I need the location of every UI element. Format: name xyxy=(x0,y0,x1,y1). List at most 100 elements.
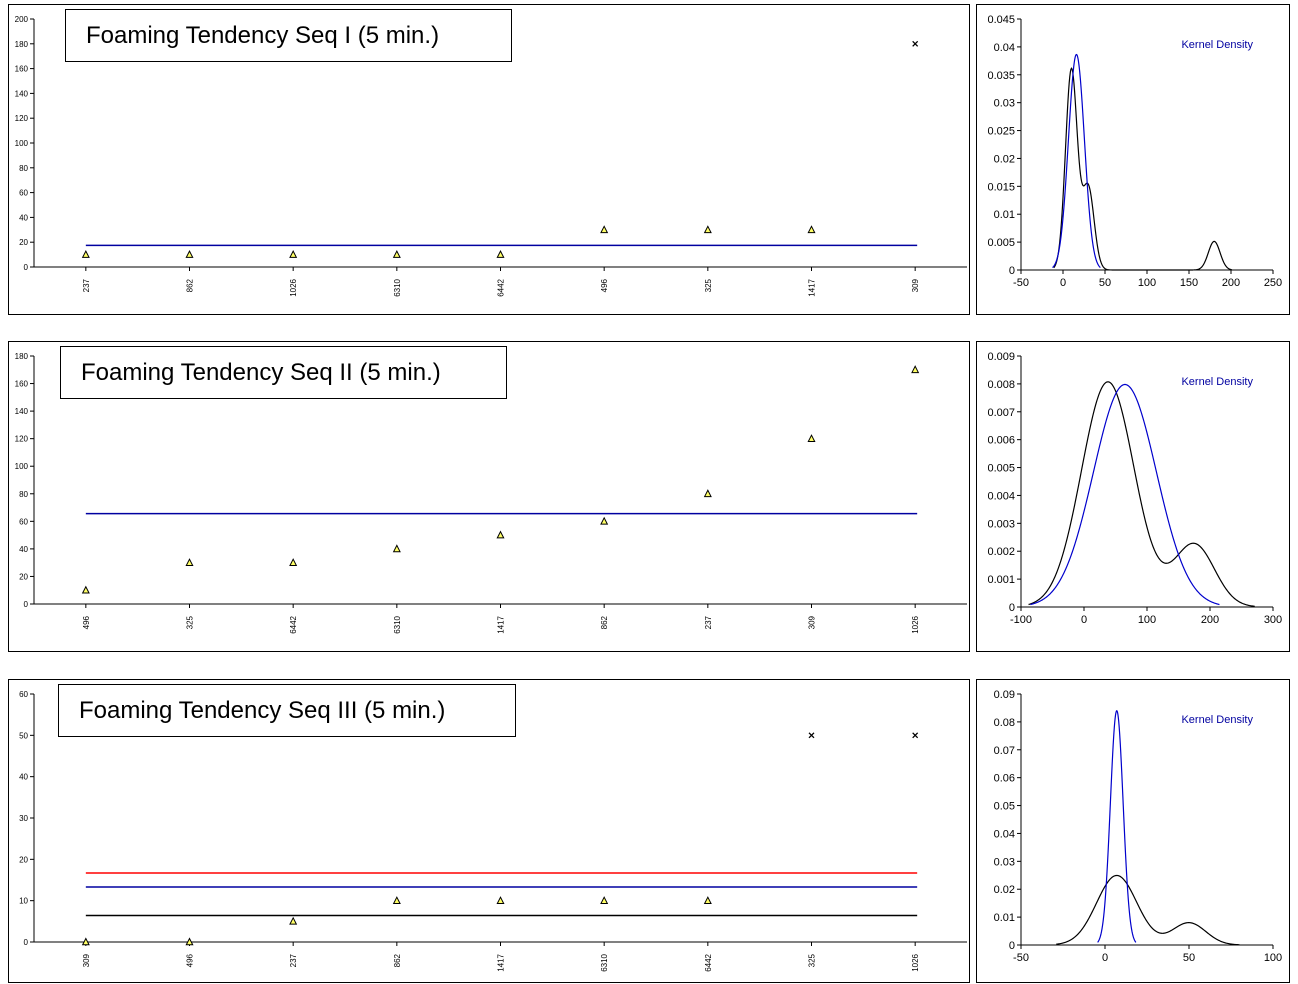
density-curve xyxy=(1028,381,1255,607)
x-tick-label: 6310 xyxy=(393,615,402,633)
x-tick-label: 1417 xyxy=(497,953,506,971)
x-tick-label: -50 xyxy=(1013,277,1029,289)
y-tick-label: 0.006 xyxy=(987,435,1015,447)
x-tick-label: 325 xyxy=(808,953,817,967)
y-tick-label: 100 xyxy=(15,139,29,148)
legend-label: Kernel Density xyxy=(1181,376,1253,388)
y-tick-label: 40 xyxy=(19,545,28,554)
density-panel-seq-3: 0 0.01 0.02 0.03 0.04 0.05 0.06 0.07 0.08 0.09 -50… xyxy=(976,679,1290,983)
scatter-panel-seq-3: 0 10 20 30 40 50 60 309 496 237 862 1417 6310 6442 325… xyxy=(8,679,970,983)
y-tick-label: 0.07 xyxy=(994,745,1015,757)
x-tick-label: 496 xyxy=(82,615,91,629)
data-point-triangle xyxy=(807,434,816,442)
y-tick-label: 0.06 xyxy=(994,773,1015,785)
y-tick-label: 0.09 xyxy=(994,689,1015,701)
scatter-chart-seq-2: 0 20 40 60 80 100 120 140 160 180 496 325 6442 6310 14… xyxy=(15,352,967,634)
x-tick-label: 862 xyxy=(600,615,609,629)
y-tick-label: 0 xyxy=(1009,940,1015,952)
data-point-triangle xyxy=(703,896,712,904)
y-tick-label: 0.003 xyxy=(987,518,1015,530)
y-tick-label: 0 xyxy=(24,938,29,947)
x-tick-label: 50 xyxy=(1183,952,1195,964)
x-tick-label: 1417 xyxy=(808,278,817,296)
density-panel-seq-1: 0 0.005 0.01 0.015 0.02 0.025 0.03 0.035 0.04 0.0… xyxy=(976,4,1290,315)
y-tick-label: 120 xyxy=(15,114,29,123)
data-point-triangle xyxy=(81,585,90,594)
x-tick-label: 862 xyxy=(186,278,195,292)
scatter-chart-seq-3: 0 10 20 30 40 50 60 309 496 237 862 1417 6310 6442 325… xyxy=(19,690,967,972)
x-tick-label: 1026 xyxy=(911,953,920,971)
y-tick-label: 200 xyxy=(15,15,29,24)
y-tick-label: 0.02 xyxy=(994,153,1015,165)
density-curve xyxy=(1053,67,1232,271)
x-tick-label: 496 xyxy=(600,278,609,292)
y-tick-label: 0.04 xyxy=(994,828,1015,840)
data-point-triangle xyxy=(289,558,298,566)
x-tick-label: 309 xyxy=(808,615,817,629)
x-tick-label: 50 xyxy=(1099,277,1111,289)
y-tick-label: 0 xyxy=(1009,602,1015,614)
x-tick-label: 0 xyxy=(1081,614,1087,626)
y-tick-label: 180 xyxy=(15,40,29,49)
x-tick-label: 237 xyxy=(289,953,298,967)
x-tick-label: 200 xyxy=(1222,277,1240,289)
y-tick-label: 80 xyxy=(19,164,28,173)
x-tick-label: 100 xyxy=(1264,952,1282,964)
y-tick-label: 0.007 xyxy=(987,407,1015,419)
y-tick-label: 80 xyxy=(19,490,28,499)
density-curve xyxy=(1030,383,1220,606)
data-point-triangle xyxy=(703,225,712,234)
data-point-triangle xyxy=(496,530,505,539)
y-tick-label: 50 xyxy=(19,731,28,740)
x-tick-label: 1026 xyxy=(911,615,920,633)
chart-title-seq-1: Foaming Tendency Seq I (5 min.) xyxy=(65,9,512,62)
scatter-chart-seq-1: 0 20 40 60 80 100 120 140 160 180 200 237 862 1026 631… xyxy=(15,15,967,297)
density-chart-seq-1: 0 0.005 0.01 0.015 0.02 0.025 0.03 0.035 0.04 0.0… xyxy=(987,14,1282,289)
y-tick-label: 0 xyxy=(24,600,29,609)
y-tick-label: 160 xyxy=(15,65,29,74)
y-tick-label: 0.01 xyxy=(994,209,1015,221)
y-tick-label: 0.004 xyxy=(987,490,1015,502)
scatter-panel-seq-2: 0 20 40 60 80 100 120 140 160 180 496 325 6442 6310 14… xyxy=(8,341,970,652)
data-point-x xyxy=(912,732,919,739)
data-point-triangle xyxy=(185,249,194,258)
y-tick-label: 10 xyxy=(19,897,28,906)
density-curve xyxy=(1052,53,1101,269)
data-point-x xyxy=(808,732,815,739)
x-tick-label: 325 xyxy=(186,615,195,629)
y-tick-label: 140 xyxy=(15,89,29,98)
y-tick-label: 0.03 xyxy=(994,856,1015,868)
y-tick-label: 140 xyxy=(15,407,29,416)
data-point-triangle xyxy=(185,937,194,946)
data-point-triangle xyxy=(185,558,194,566)
x-tick-label: 237 xyxy=(82,278,91,292)
chart-title-seq-2: Foaming Tendency Seq II (5 min.) xyxy=(60,346,507,399)
y-tick-label: 100 xyxy=(15,462,29,471)
x-tick-label: 100 xyxy=(1138,614,1156,626)
data-point-triangle xyxy=(911,365,920,374)
x-tick-label: 6310 xyxy=(600,953,609,971)
y-tick-label: 0.008 xyxy=(987,379,1015,391)
data-point-triangle xyxy=(392,544,401,553)
x-tick-label: 325 xyxy=(704,278,713,292)
y-tick-label: 0.002 xyxy=(987,546,1015,558)
x-tick-label: 150 xyxy=(1180,277,1198,289)
x-tick-label: 100 xyxy=(1138,277,1156,289)
y-tick-label: 40 xyxy=(19,773,28,782)
x-tick-label: 0 xyxy=(1060,277,1066,289)
x-tick-label: 6442 xyxy=(704,953,713,971)
x-tick-label: 250 xyxy=(1264,277,1282,289)
y-tick-label: 0.005 xyxy=(987,463,1015,475)
y-tick-label: 0.02 xyxy=(994,884,1015,896)
y-tick-label: 160 xyxy=(15,380,29,389)
y-tick-label: 0.01 xyxy=(994,912,1015,924)
data-point-triangle xyxy=(600,896,609,904)
data-point-triangle xyxy=(81,249,90,258)
x-tick-label: 309 xyxy=(911,278,920,292)
y-tick-label: 0.08 xyxy=(994,717,1015,729)
y-tick-label: 0.001 xyxy=(987,574,1015,586)
chart-title-seq-3: Foaming Tendency Seq III (5 min.) xyxy=(58,684,516,737)
x-tick-label: 300 xyxy=(1264,614,1282,626)
y-tick-label: 20 xyxy=(19,855,28,864)
y-tick-label: 40 xyxy=(19,213,28,222)
